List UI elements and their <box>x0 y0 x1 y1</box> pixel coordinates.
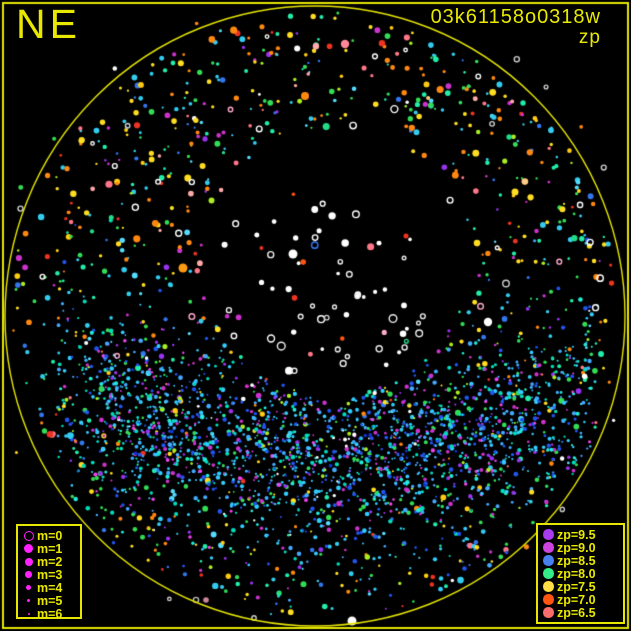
dot-symbol <box>20 557 37 566</box>
legend-label: m=1 <box>37 541 63 556</box>
legend-row: m=6 <box>20 606 78 621</box>
dot-symbol <box>540 555 557 566</box>
legend-label: m=6 <box>37 606 63 621</box>
legend-row: zp=6.5 <box>540 605 621 620</box>
plate-id-label: 03k61158o0318w <box>430 6 601 28</box>
dot-symbol <box>20 598 37 603</box>
legend-row: m=4 <box>20 580 78 595</box>
legend-row: zp=9.5 <box>540 527 621 542</box>
legend-row: zp=8.5 <box>540 553 621 568</box>
legend-row: m=1 <box>20 541 78 556</box>
legend-label: m=3 <box>37 567 63 582</box>
legend-row: m=3 <box>20 567 78 582</box>
dot-symbol <box>540 581 557 592</box>
legend-row: zp=7.5 <box>540 579 621 594</box>
legend-row: m=5 <box>20 593 78 608</box>
legend-row: zp=9.0 <box>540 540 621 555</box>
legend-row: m=0 <box>20 528 78 543</box>
legend-magnitude: m=0 m=1 m=2 m=3 m=4 m=5 m=6 <box>16 524 82 621</box>
legend-label: zp=7.0 <box>557 592 596 607</box>
legend-label: m=0 <box>37 528 63 543</box>
legend-row: m=2 <box>20 554 78 569</box>
orientation-label: NE <box>16 1 81 47</box>
legend-label: zp=8.5 <box>557 553 596 568</box>
legend-label: m=4 <box>37 580 63 595</box>
legend-label: zp=8.0 <box>557 566 596 581</box>
dot-symbol <box>540 529 557 540</box>
dot-symbol <box>540 594 557 605</box>
dot-symbol <box>540 542 557 553</box>
legend-label: m=5 <box>37 593 63 608</box>
legend-row: zp=7.0 <box>540 592 621 607</box>
dot-symbol <box>20 544 37 553</box>
filter-band-label: zp <box>578 27 601 48</box>
open-circle-symbol <box>20 530 37 541</box>
legend-label: m=2 <box>37 554 63 569</box>
legend-label: zp=7.5 <box>557 579 596 594</box>
legend-label: zp=6.5 <box>557 605 596 620</box>
legend-label: zp=9.5 <box>557 527 596 542</box>
dot-symbol <box>20 571 37 578</box>
legend-row: zp=8.0 <box>540 566 621 581</box>
dot-symbol <box>540 568 557 579</box>
dot-symbol <box>540 607 557 618</box>
dot-symbol <box>20 612 37 615</box>
legend-label: zp=9.0 <box>557 540 596 555</box>
dot-symbol <box>20 585 37 590</box>
legend-zeropoint: zp=9.5 zp=9.0 zp=8.5 zp=8.0 zp=7.5 zp=7.0 zp=6… <box>536 523 625 624</box>
